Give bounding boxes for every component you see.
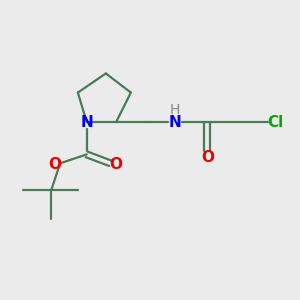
Text: O: O <box>201 150 214 165</box>
Text: N: N <box>80 115 93 130</box>
Text: Cl: Cl <box>268 115 284 130</box>
Text: N: N <box>169 115 182 130</box>
Text: O: O <box>48 157 62 172</box>
Text: O: O <box>109 157 122 172</box>
Text: H: H <box>170 103 180 117</box>
